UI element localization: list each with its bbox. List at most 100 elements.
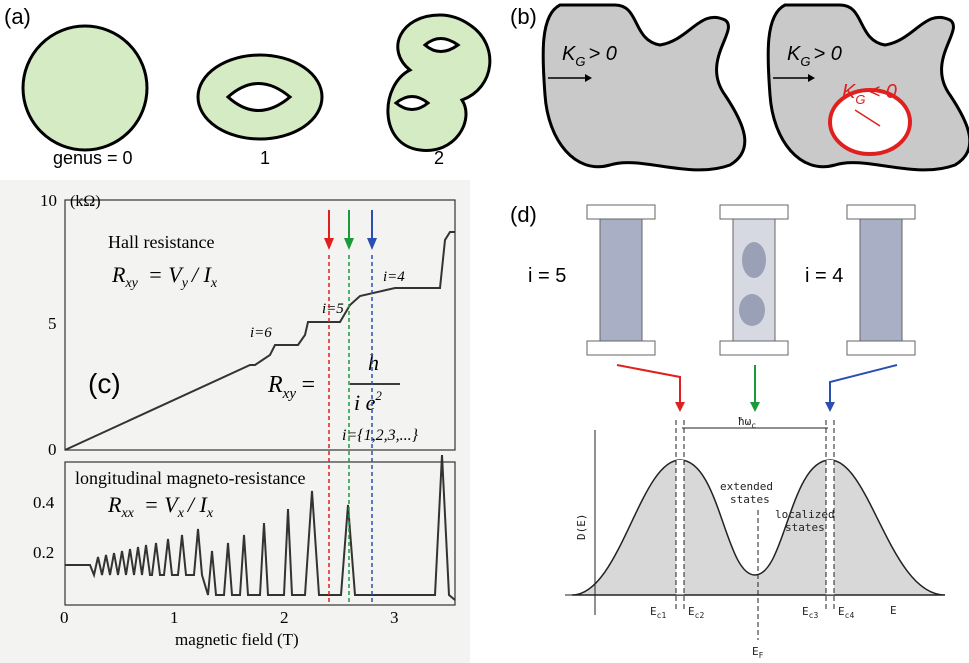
sub: c4 xyxy=(845,611,855,620)
puddle xyxy=(742,242,766,278)
hall-bar xyxy=(732,214,776,356)
i-set: i={1,2,3,...} xyxy=(342,427,419,444)
fermi: EF xyxy=(752,645,764,660)
formula: Rxy = Vy / Ix xyxy=(111,262,218,291)
arrowhead xyxy=(808,74,815,82)
dos-curve xyxy=(571,459,946,596)
label: extended xyxy=(720,480,773,493)
extended-band xyxy=(826,460,834,595)
e: E xyxy=(650,605,657,618)
hbar-w: ħω xyxy=(738,415,752,428)
formula: Rxx = Vx / Ix xyxy=(107,492,214,521)
level: Ec1 xyxy=(650,605,666,620)
background xyxy=(0,180,470,663)
panel-a: (a) genus = 0 1 2 xyxy=(4,4,492,168)
arrowhead xyxy=(344,238,354,250)
r: R xyxy=(111,262,126,287)
sup: 2 xyxy=(375,388,382,403)
sub: c xyxy=(751,421,756,430)
k: K xyxy=(842,81,857,103)
tick-label: 0.2 xyxy=(33,543,54,562)
frame xyxy=(64,199,456,451)
panel-b: (b) KG > 0 KG > 0 KG < 0 xyxy=(510,3,969,172)
formula: Rxy = xyxy=(267,372,316,402)
sign: < 0 xyxy=(868,81,896,103)
sub: xx xyxy=(120,506,134,521)
genus-label: 2 xyxy=(434,148,444,168)
unit: (kΩ) xyxy=(70,193,101,210)
hall-bars xyxy=(586,204,916,356)
genus-label: genus = 0 xyxy=(53,148,133,168)
label: localized xyxy=(775,508,835,521)
eq: = V xyxy=(148,262,184,287)
kg-label: KG < 0 xyxy=(842,81,897,107)
contact xyxy=(719,204,789,220)
sign: > 0 xyxy=(813,43,841,65)
sub: xy xyxy=(282,386,297,402)
arrow xyxy=(829,364,898,405)
sub: F xyxy=(759,651,764,660)
sub: c1 xyxy=(657,611,667,620)
panel-d: (d) i = 5 i = 4 ħωc extended states loca… xyxy=(510,202,946,660)
eq: = xyxy=(300,372,316,398)
y-label: D(E) xyxy=(575,514,588,541)
surface xyxy=(541,3,747,172)
rxx-curve xyxy=(65,454,456,601)
k: K xyxy=(562,43,577,65)
contact xyxy=(846,204,916,220)
sub: c2 xyxy=(695,611,705,620)
hall-bar xyxy=(599,214,643,356)
plateau-label: i=5 xyxy=(322,301,344,317)
label: states xyxy=(785,521,825,534)
sub: x xyxy=(177,506,185,521)
markers xyxy=(328,255,373,605)
sphere xyxy=(21,24,149,152)
arrow xyxy=(854,109,881,127)
tick-label: 5 xyxy=(48,314,57,333)
contact xyxy=(586,340,656,356)
e: E xyxy=(838,605,845,618)
hall-curve xyxy=(64,231,455,451)
arrows xyxy=(324,210,377,250)
hole xyxy=(393,95,431,111)
hall-title: Hall resistance xyxy=(108,232,214,252)
arrowhead xyxy=(675,402,685,412)
denominator: i e2 xyxy=(354,388,382,415)
extended-band xyxy=(676,460,684,595)
label: states xyxy=(730,493,770,506)
x-label: magnetic field (T) xyxy=(175,630,299,649)
g: G xyxy=(800,54,810,69)
r: R xyxy=(267,372,283,398)
arrowhead xyxy=(367,238,377,250)
tick-label: 2 xyxy=(280,608,289,627)
k: K xyxy=(787,43,802,65)
hall-bar xyxy=(859,214,903,356)
bar-label: i = 4 xyxy=(805,265,843,287)
sub: y xyxy=(180,276,189,291)
sign: > 0 xyxy=(588,43,616,65)
level: Ec2 xyxy=(688,605,704,620)
tick-label: 0 xyxy=(48,440,57,459)
panel-label: (a) xyxy=(4,4,31,29)
x-label: E xyxy=(890,604,897,617)
hole xyxy=(225,82,293,112)
kg-label: KG > 0 xyxy=(562,43,617,69)
numerator: h xyxy=(368,350,379,375)
tick-label: 0.4 xyxy=(33,493,55,512)
g: G xyxy=(575,54,585,69)
tick-label: 1 xyxy=(170,608,179,627)
g: G xyxy=(855,92,865,107)
arrowhead xyxy=(585,74,592,82)
sub: c3 xyxy=(809,611,819,620)
arrowhead xyxy=(324,238,334,250)
surface xyxy=(766,3,969,172)
tick-label: 10 xyxy=(40,191,57,210)
contact xyxy=(586,204,656,220)
puddle xyxy=(739,294,765,326)
contact xyxy=(719,340,789,356)
long-title: longitudinal magneto-resistance xyxy=(75,468,305,488)
level: Ec3 xyxy=(802,605,818,620)
guides xyxy=(675,420,835,640)
hole xyxy=(828,88,912,156)
eq: = V xyxy=(144,492,180,517)
